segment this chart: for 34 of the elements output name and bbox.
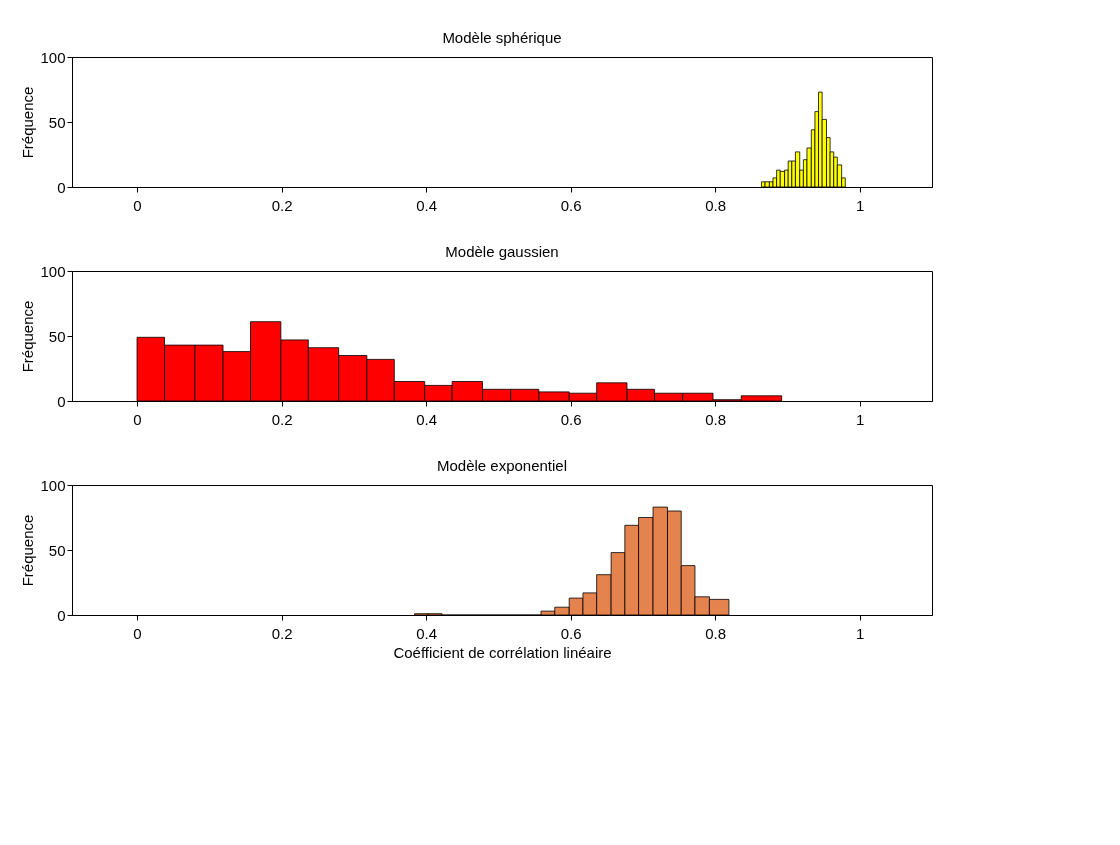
x-tick-label: 0.6	[560, 196, 582, 214]
chart-title: Modèle sphérique	[442, 29, 562, 46]
y-tick-label: 100	[40, 262, 66, 280]
x-tick-label: 1	[856, 624, 865, 642]
x-tick-label: 0.8	[705, 196, 727, 214]
y-tick-label: 100	[40, 476, 66, 494]
y-tick-label: 0	[57, 178, 66, 196]
y-tick-label: 100	[40, 48, 66, 66]
x-tick-label: 1	[856, 410, 865, 428]
y-tick-label: 50	[48, 327, 66, 345]
x-tick-label: 0	[133, 624, 142, 642]
x-tick-label: 0.2	[271, 196, 293, 214]
x-tick-label: 0.8	[705, 624, 727, 642]
x-tick-label: 0.4	[416, 624, 438, 642]
x-tick-label: 0.6	[560, 410, 582, 428]
chart-title: Modèle gaussien	[445, 243, 559, 260]
y-axis-title: Fréquence	[19, 514, 37, 587]
y-axis-title: Fréquence	[19, 300, 37, 373]
x-tick-label: 0.8	[705, 410, 727, 428]
x-tick-label: 0	[133, 410, 142, 428]
y-tick-label: 0	[57, 606, 66, 624]
y-axis-title: Fréquence	[19, 86, 37, 159]
y-tick-label: 50	[48, 113, 66, 131]
y-tick-label: 50	[48, 541, 66, 559]
x-tick-label: 0.6	[560, 624, 582, 642]
x-tick-label: 1	[856, 196, 865, 214]
y-tick-label: 0	[57, 392, 66, 410]
x-axis-title: Coéfficient de corrélation linéaire	[393, 643, 612, 661]
x-tick-label: 0.4	[416, 410, 438, 428]
x-tick-label: 0.2	[271, 624, 293, 642]
x-tick-label: 0.4	[416, 196, 438, 214]
chart-title: Modèle exponentiel	[436, 457, 568, 474]
x-tick-label: 0.2	[271, 410, 293, 428]
x-tick-label: 0	[133, 196, 142, 214]
